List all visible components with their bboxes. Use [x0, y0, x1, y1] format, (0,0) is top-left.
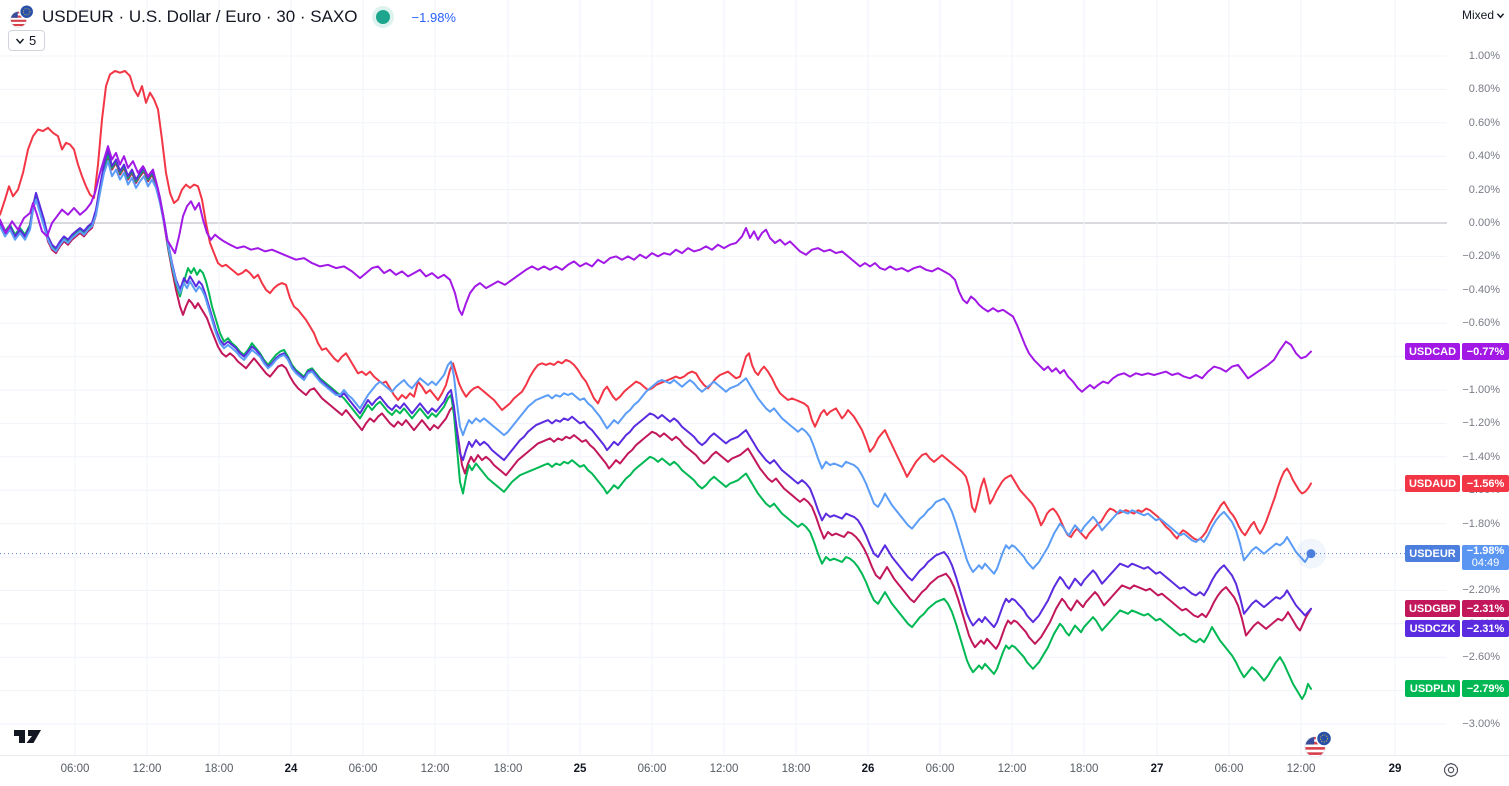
- price-badge-value-box: −0.77%: [1462, 343, 1509, 361]
- bar-countdown-timer: 04:49: [1471, 557, 1500, 570]
- series-line-USDPLN[interactable]: [0, 153, 1312, 700]
- price-axis-tick: −2.60%: [1462, 651, 1500, 664]
- time-axis[interactable]: 06:00 12:00 18:00 24 06:00 12:00 18:00 25 06:00 1…: [0, 755, 1509, 786]
- last-price-dot[interactable]: [1306, 549, 1316, 559]
- price-badge-symbol: USDCAD: [1405, 343, 1460, 361]
- chart-canvas[interactable]: [0, 0, 1447, 755]
- scale-mode-dropdown[interactable]: Mixed: [1462, 8, 1505, 22]
- price-badge-symbol: USDCZK: [1405, 620, 1460, 638]
- price-badge-USDGBP[interactable]: USDGBP −2.31%: [1405, 600, 1509, 618]
- price-badge-value-box: −2.79%: [1462, 680, 1509, 698]
- series-line-USDEUR[interactable]: [0, 160, 1312, 575]
- series-line-USDCZK[interactable]: [0, 148, 1312, 629]
- price-axis-tick: 0.00%: [1468, 217, 1500, 229]
- price-badge-value-box: −1.56%: [1462, 475, 1509, 493]
- scale-mode-label: Mixed: [1461, 8, 1494, 22]
- time-axis-settings-gear-icon[interactable]: [1443, 762, 1459, 778]
- price-axis-tick: −1.20%: [1462, 417, 1500, 430]
- price-badge-USDCZK[interactable]: USDCZK −2.31%: [1405, 620, 1509, 638]
- price-badge-value: −2.79%: [1466, 682, 1505, 695]
- time-axis-tick: 06:00: [637, 763, 667, 775]
- chart-plot-area[interactable]: [0, 0, 1447, 755]
- time-axis-tick: 06:00: [60, 763, 90, 775]
- price-axis-tick: −1.00%: [1462, 384, 1500, 396]
- time-axis-tick: 18:00: [1069, 763, 1099, 775]
- time-axis-tick: 06:00: [1214, 763, 1244, 775]
- price-badge-USDEUR[interactable]: USDEUR −1.98% 04:49: [1405, 545, 1509, 571]
- price-badge-symbol: USDAUD: [1405, 475, 1460, 493]
- tradingview-logo[interactable]: [13, 727, 43, 744]
- time-axis-tick: 12:00: [132, 763, 162, 775]
- price-badge-value-box: −1.98% 04:49: [1462, 545, 1509, 571]
- time-axis-tick: 29: [1388, 763, 1402, 775]
- price-axis-tick: −0.60%: [1462, 317, 1500, 330]
- chevron-down-icon: [15, 38, 25, 44]
- chart-legend-header: USDEUR · U.S. Dollar / Euro · 30 · SAXO …: [8, 4, 456, 30]
- price-badge-USDPLN[interactable]: USDPLN −2.79%: [1405, 680, 1509, 698]
- price-badge-value-box: −2.31%: [1462, 600, 1509, 618]
- time-axis-tick: 27: [1150, 763, 1164, 775]
- price-axis-tick: −1.80%: [1462, 517, 1500, 530]
- series-line-USDCAD[interactable]: [0, 145, 1312, 393]
- interval-quick-button[interactable]: 5: [8, 30, 46, 51]
- usdeur-pair-flags-icon: [10, 4, 34, 28]
- price-axis-tick: −0.40%: [1462, 283, 1500, 296]
- price-axis-tick: 0.40%: [1468, 150, 1500, 163]
- time-axis-tick: 06:00: [348, 763, 378, 775]
- time-axis-tick: 12:00: [997, 763, 1027, 775]
- price-badge-symbol: USDPLN: [1405, 680, 1460, 698]
- price-axis-tick: −2.20%: [1462, 584, 1500, 597]
- time-axis-tick: 24: [284, 763, 298, 775]
- price-axis-tick: 0.20%: [1468, 183, 1500, 196]
- price-badge-symbol: USDGBP: [1405, 600, 1460, 618]
- price-axis-tick: −3.00%: [1462, 718, 1500, 730]
- time-axis-tick: 06:00: [925, 763, 955, 775]
- price-badge-value: −2.31%: [1466, 602, 1505, 615]
- time-axis-tick: 26: [861, 763, 875, 775]
- symbol-title[interactable]: USDEUR · U.S. Dollar / Euro · 30 · SAXO: [42, 7, 358, 26]
- price-badge-USDCAD[interactable]: USDCAD −0.77%: [1405, 343, 1509, 361]
- price-badge-symbol: USDEUR: [1405, 545, 1460, 563]
- interval-value: 5: [29, 33, 37, 48]
- time-axis-tick: 12:00: [1286, 763, 1316, 775]
- price-axis-tick: 1.00%: [1468, 50, 1500, 62]
- price-axis[interactable]: 1.00% 0.80% 0.60% 0.40% 0.20% 0.00% −0.20% −0.4…: [1447, 0, 1509, 755]
- time-axis-tick: 12:00: [420, 763, 450, 775]
- time-axis-tick: 18:00: [781, 763, 811, 775]
- time-axis-tick: 18:00: [493, 763, 523, 775]
- price-axis-tick: −1.40%: [1462, 450, 1500, 463]
- symbol-change-percent: −1.98%: [411, 9, 456, 25]
- chevron-down-icon: [1496, 12, 1505, 18]
- price-badge-value: −1.56%: [1466, 477, 1505, 490]
- price-badge-value-box: −2.31%: [1462, 620, 1509, 638]
- time-axis-tick: 18:00: [204, 763, 234, 775]
- market-status-icon[interactable]: [371, 6, 394, 28]
- time-axis-tick: 25: [573, 763, 587, 775]
- price-badge-value: −0.77%: [1466, 345, 1505, 358]
- time-axis-tick: 12:00: [709, 763, 739, 775]
- price-axis-tick: −0.20%: [1462, 250, 1500, 263]
- price-axis-tick: 0.60%: [1468, 116, 1500, 129]
- price-badge-USDAUD[interactable]: USDAUD −1.56%: [1405, 475, 1509, 493]
- price-badge-value: −1.98%: [1466, 545, 1505, 558]
- symbol-watermark-flags-icon: [1304, 730, 1332, 758]
- price-badge-value: −2.31%: [1466, 622, 1505, 635]
- price-axis-tick: 0.80%: [1468, 83, 1500, 96]
- series-line-USDGBP[interactable]: [0, 155, 1312, 650]
